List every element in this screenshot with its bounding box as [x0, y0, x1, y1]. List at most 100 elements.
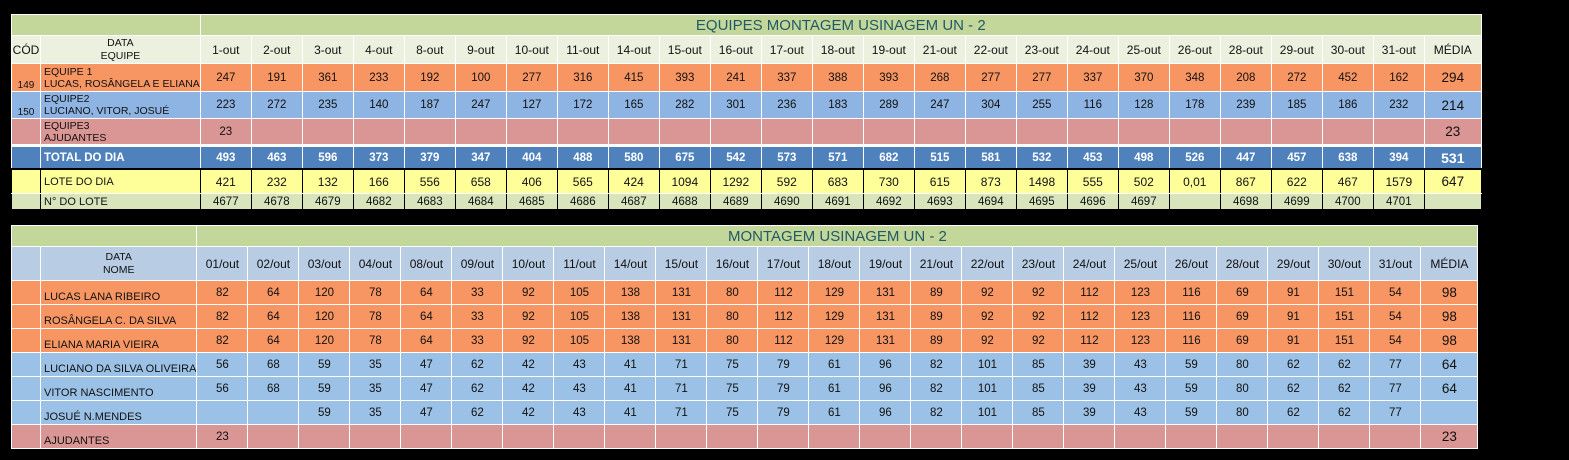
- cell[interactable]: [1270, 118, 1323, 146]
- total-cell[interactable]: 638: [1321, 144, 1374, 170]
- cell[interactable]: 241: [709, 63, 762, 92]
- cell[interactable]: 272: [1270, 63, 1323, 92]
- lote-cell[interactable]: 502: [1117, 168, 1170, 194]
- lote-cell[interactable]: 730: [862, 168, 915, 194]
- cell[interactable]: 61: [808, 376, 861, 401]
- cell[interactable]: 235: [301, 91, 354, 119]
- cell[interactable]: 255: [1015, 91, 1068, 119]
- cell[interactable]: 131: [859, 304, 912, 329]
- cell[interactable]: [913, 118, 966, 146]
- avg-cell[interactable]: 214: [1423, 91, 1482, 119]
- cell[interactable]: 47: [400, 400, 453, 425]
- cell[interactable]: [250, 118, 303, 146]
- lote-cell[interactable]: 1292: [709, 168, 762, 194]
- total-cell[interactable]: 675: [658, 144, 711, 170]
- cell[interactable]: 112: [757, 280, 810, 305]
- cell[interactable]: 268: [913, 63, 966, 92]
- cell[interactable]: 64: [400, 304, 453, 329]
- cell[interactable]: [1372, 118, 1425, 146]
- cell[interactable]: 62: [451, 376, 504, 401]
- cell[interactable]: 91: [1267, 304, 1320, 329]
- cell[interactable]: 43: [1114, 376, 1167, 401]
- cell[interactable]: 64: [400, 280, 453, 305]
- cell[interactable]: 41: [604, 376, 657, 401]
- cell[interactable]: 116: [1066, 91, 1119, 119]
- cell[interactable]: [247, 400, 300, 425]
- cell[interactable]: 178: [1168, 91, 1221, 119]
- cell[interactable]: 56: [196, 376, 249, 401]
- cell[interactable]: 129: [808, 304, 861, 329]
- cell[interactable]: 69: [1216, 304, 1269, 329]
- cell[interactable]: 82: [910, 376, 963, 401]
- cell[interactable]: 112: [757, 328, 810, 353]
- cell[interactable]: 56: [196, 352, 249, 377]
- cell[interactable]: 140: [352, 91, 405, 119]
- lote-cell[interactable]: 592: [760, 168, 813, 194]
- cell[interactable]: 80: [706, 280, 759, 305]
- cell[interactable]: 361: [301, 63, 354, 92]
- cell[interactable]: 96: [859, 376, 912, 401]
- cell[interactable]: [505, 118, 558, 146]
- cell[interactable]: 388: [811, 63, 864, 92]
- lote-number-cell[interactable]: 4701: [1372, 193, 1425, 212]
- cell[interactable]: [757, 424, 810, 449]
- cell[interactable]: 64: [247, 280, 300, 305]
- cell[interactable]: [859, 424, 912, 449]
- cell[interactable]: [403, 118, 456, 146]
- lote-number-avg-cell[interactable]: [1423, 193, 1482, 212]
- cell[interactable]: 35: [349, 352, 402, 377]
- cell[interactable]: 64: [247, 304, 300, 329]
- cell[interactable]: 85: [1012, 376, 1065, 401]
- cell[interactable]: 82: [196, 304, 249, 329]
- cell[interactable]: 85: [1012, 400, 1065, 425]
- cell[interactable]: 232: [1372, 91, 1425, 119]
- cell[interactable]: 75: [706, 352, 759, 377]
- cell[interactable]: 64: [247, 328, 300, 353]
- cell[interactable]: 131: [655, 304, 708, 329]
- cell[interactable]: 23: [196, 424, 249, 449]
- cell[interactable]: 77: [1369, 376, 1422, 401]
- avg-cell[interactable]: 98: [1420, 304, 1479, 329]
- cell[interactable]: 91: [1267, 328, 1320, 353]
- cell[interactable]: [400, 424, 453, 449]
- cell[interactable]: 33: [451, 304, 504, 329]
- cell[interactable]: 129: [808, 328, 861, 353]
- cell[interactable]: 59: [1165, 352, 1218, 377]
- cell[interactable]: 301: [709, 91, 762, 119]
- cell[interactable]: 112: [1063, 280, 1116, 305]
- cell[interactable]: 62: [451, 352, 504, 377]
- lote-cell[interactable]: 0,01: [1168, 168, 1221, 194]
- cell[interactable]: 92: [1012, 304, 1065, 329]
- cell[interactable]: [298, 424, 351, 449]
- total-cell[interactable]: 463: [250, 144, 303, 170]
- cell[interactable]: 77: [1369, 352, 1422, 377]
- lote-number-cell[interactable]: 4690: [760, 193, 813, 212]
- cell[interactable]: 116: [1165, 304, 1218, 329]
- cell[interactable]: 82: [196, 280, 249, 305]
- lote-number-cell[interactable]: 4691: [811, 193, 864, 212]
- lote-cell[interactable]: 658: [454, 168, 507, 194]
- cell[interactable]: 131: [655, 328, 708, 353]
- lote-number-cell[interactable]: 4683: [403, 193, 456, 212]
- cell[interactable]: 62: [451, 400, 504, 425]
- lote-number-cell[interactable]: 4687: [607, 193, 660, 212]
- lote-number-cell[interactable]: 4693: [913, 193, 966, 212]
- cell[interactable]: 277: [1015, 63, 1068, 92]
- cell[interactable]: 116: [1165, 328, 1218, 353]
- total-cell[interactable]: 404: [505, 144, 558, 170]
- cell[interactable]: 101: [961, 400, 1014, 425]
- avg-cell[interactable]: 64: [1420, 376, 1479, 401]
- lote-number-cell[interactable]: 4698: [1219, 193, 1272, 212]
- cell[interactable]: 162: [1372, 63, 1425, 92]
- cell[interactable]: [961, 424, 1014, 449]
- lote-cell[interactable]: 421: [199, 168, 252, 194]
- cell[interactable]: 337: [1066, 63, 1119, 92]
- cell[interactable]: [607, 118, 660, 146]
- total-cell[interactable]: 394: [1372, 144, 1425, 170]
- cell[interactable]: [1267, 424, 1320, 449]
- cell[interactable]: [196, 400, 249, 425]
- cell[interactable]: 80: [1216, 376, 1269, 401]
- cell[interactable]: 131: [655, 280, 708, 305]
- total-cell[interactable]: 457: [1270, 144, 1323, 170]
- lote-number-cell[interactable]: 4679: [301, 193, 354, 212]
